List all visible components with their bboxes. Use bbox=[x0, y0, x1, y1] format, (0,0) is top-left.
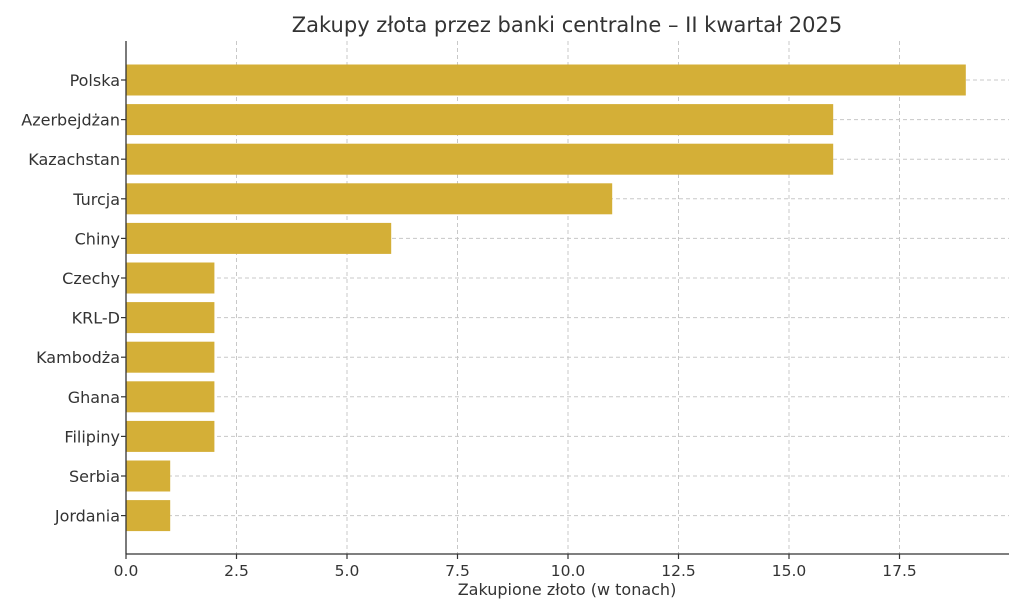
category-label: Serbia bbox=[69, 467, 120, 486]
x-tick-label: 0.0 bbox=[114, 562, 139, 580]
x-axis-label: Zakupione złoto (w tonach) bbox=[458, 580, 677, 599]
x-tick-label: 17.5 bbox=[882, 562, 917, 580]
x-tick-label: 10.0 bbox=[551, 562, 586, 580]
bar-kazachstan bbox=[126, 143, 834, 175]
bar-ghana bbox=[126, 381, 215, 413]
category-labels-layer: Polska Azerbejdżan Kazachstan Turcja Chiny Cz… bbox=[21, 71, 120, 526]
x-tick-label: 5.0 bbox=[335, 562, 360, 580]
x-tick-label: 12.5 bbox=[661, 562, 696, 580]
bar-chiny bbox=[126, 222, 392, 254]
bar-krl-d bbox=[126, 302, 215, 334]
x-tick-label: 7.5 bbox=[445, 562, 470, 580]
x-ticks-layer: 0.0 2.5 5.0 7.5 10.0 12.5 15.0 17.5 bbox=[114, 79, 917, 580]
bar-turcja bbox=[126, 183, 613, 215]
category-label: Jordania bbox=[54, 507, 120, 526]
bars-layer bbox=[126, 64, 966, 532]
chart-title: Zakupy złota przez banki centralne – II … bbox=[292, 13, 842, 37]
category-label: Polska bbox=[70, 71, 120, 90]
bar-polska bbox=[126, 64, 966, 96]
bar-filipiny bbox=[126, 420, 215, 452]
category-label: Chiny bbox=[75, 229, 120, 248]
category-label: Czechy bbox=[62, 269, 120, 288]
category-label: Turcja bbox=[72, 190, 120, 209]
bar-kambod-a bbox=[126, 341, 215, 373]
category-label: Filipiny bbox=[64, 427, 120, 446]
category-label: Kambodża bbox=[36, 348, 120, 367]
category-label: Azerbejdżan bbox=[21, 111, 120, 130]
bar-azerbejd-an bbox=[126, 104, 834, 136]
x-tick-label: 2.5 bbox=[224, 562, 249, 580]
bar-jordania bbox=[126, 500, 171, 532]
category-label: Kazachstan bbox=[28, 150, 120, 169]
category-label: Ghana bbox=[68, 388, 120, 407]
bar-serbia bbox=[126, 460, 171, 492]
x-tick-label: 15.0 bbox=[772, 562, 807, 580]
category-label: KRL-D bbox=[72, 309, 120, 328]
bar-czechy bbox=[126, 262, 215, 294]
